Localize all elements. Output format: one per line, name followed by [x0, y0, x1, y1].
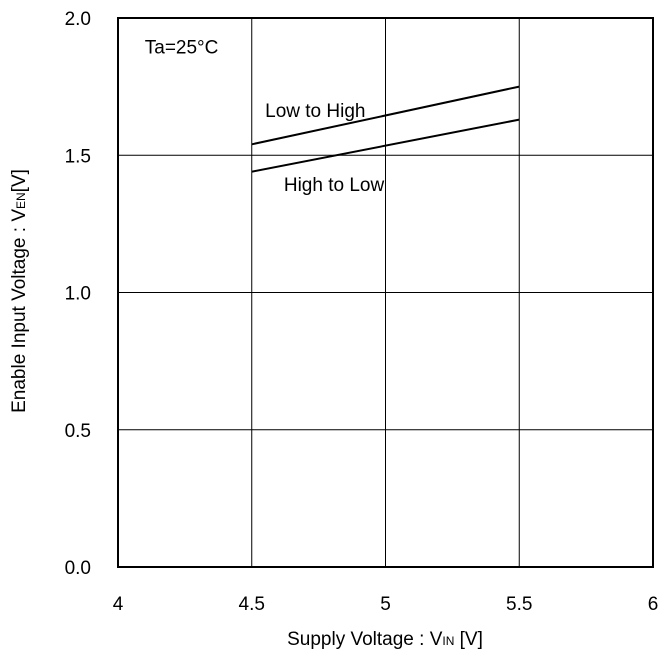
y-axis-label: Enable Input Voltage : VEN[V]: [9, 169, 30, 413]
annotation-1: Low to High: [265, 101, 365, 122]
tick-layer: 4 4.5 5 5.5 6 0.0 0.5 1.0 1.5 2.0: [65, 9, 659, 615]
x-tick-label-1: 4.5: [239, 594, 265, 615]
x-axis-label-unit: [V]: [454, 629, 483, 650]
y-tick-label-2: 1.0: [65, 284, 91, 305]
y-tick-label-0: 0.0: [65, 558, 91, 579]
y-tick-label-4: 2.0: [65, 9, 91, 30]
y-tick-label-1: 0.5: [65, 421, 91, 442]
x-tick-label-2: 5: [380, 594, 391, 615]
x-axis-label-sub: IN: [442, 634, 454, 648]
y-tick-label-3: 1.5: [65, 146, 91, 167]
plot-frame: [117, 17, 654, 568]
series-line-high-to-low: [251, 118, 520, 173]
y-axis-label-main: Enable Input Voltage : V: [9, 209, 30, 413]
series-layer: [251, 85, 520, 173]
x-tick-label-4: 6: [648, 594, 659, 615]
annotation-0: Ta=25°C: [145, 38, 219, 59]
annotation-layer: Ta=25°C Low to High High to Low: [145, 38, 385, 196]
x-axis-label: Supply Voltage : VIN [V]: [287, 629, 483, 650]
y-axis-label-unit: [V]: [9, 169, 30, 192]
series-line-low-to-high: [251, 85, 520, 146]
x-tick-label-0: 4: [113, 594, 124, 615]
grid-layer: [118, 18, 653, 567]
annotation-2: High to Low: [284, 175, 385, 196]
x-axis-label-main: Supply Voltage : V: [287, 629, 443, 650]
y-axis-label-sub: EN: [14, 192, 28, 209]
x-tick-label-3: 5.5: [506, 594, 532, 615]
